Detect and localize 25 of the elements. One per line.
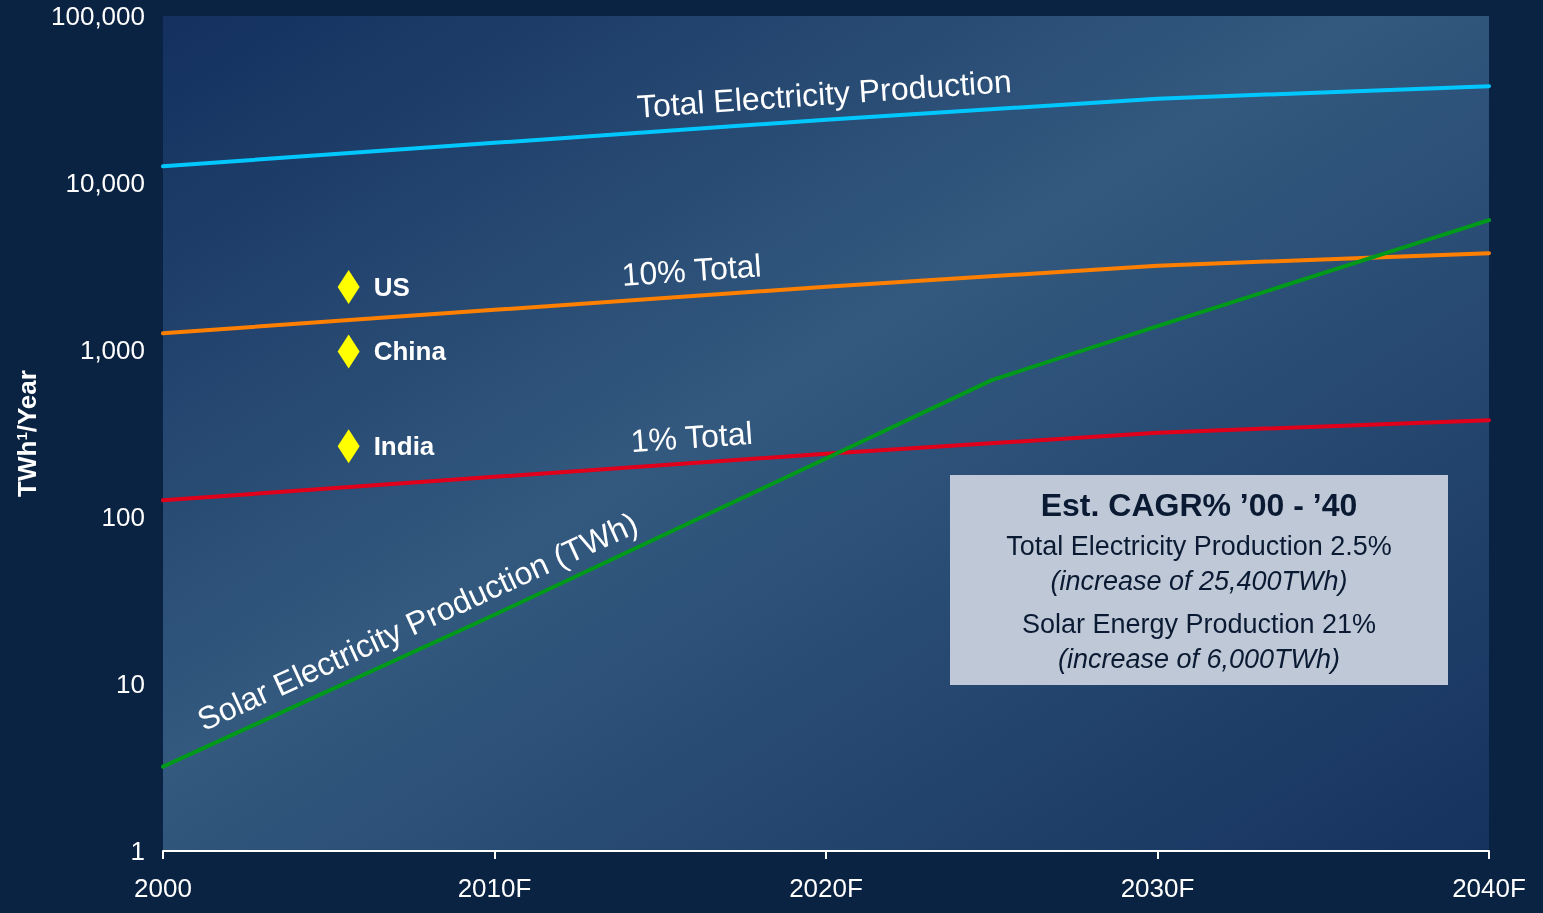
annotation: Total Electricity Production 2.5% [1005,529,1393,563]
series-label: 1% Total [629,414,754,460]
series-label: India [373,431,435,462]
annotation: Est. CAGR% ’00 - ’40 [1039,486,1359,525]
series-label: Total Electricity Production [635,62,1013,125]
y-tick-label: 100,000 [51,1,145,31]
x-tick-label: 2040F [1452,873,1526,903]
x-tick-label: 2000 [134,873,192,903]
y-tick-label: 1 [130,836,145,866]
series-label: US [373,272,410,303]
annotation: Solar Energy Production 21% [1020,607,1378,641]
line-series [161,251,1491,336]
y-axis-title: TWh1/Year [12,370,43,497]
line-series [161,218,1491,769]
x-tick-label: 2030F [1120,873,1195,903]
y-tick-label: 1,000 [79,335,145,365]
y-tick-label: 10,000 [65,168,145,198]
series-label: China [373,336,447,367]
x-tick-label: 2010F [457,873,532,903]
x-tick-label: 2020F [789,873,863,903]
y-tick-label: 10 [116,669,145,699]
y-tick-label: 100 [101,502,145,532]
series-label: 10% Total [620,247,763,293]
annotation: (increase of 6,000TWh) [1056,642,1342,676]
annotation: (increase of 25,400TWh) [1049,564,1349,598]
